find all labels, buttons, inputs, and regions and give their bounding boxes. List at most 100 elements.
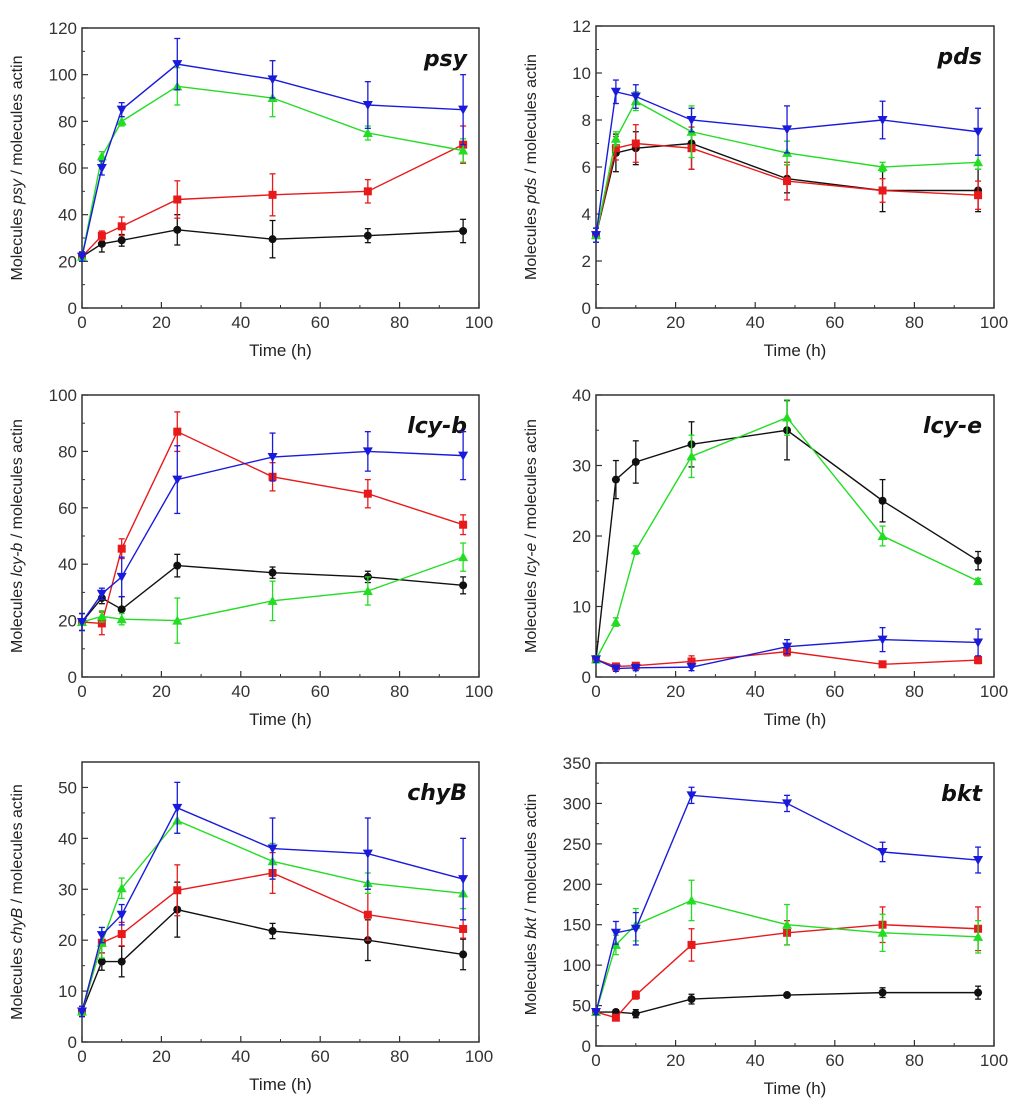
data-point [610, 664, 621, 674]
x-tick-label: 20 [666, 1051, 685, 1070]
series-blue [591, 79, 984, 243]
y-tick-label: 0 [582, 1037, 591, 1056]
data-point [97, 231, 106, 240]
data-point [687, 995, 696, 1004]
y-axis-label: Molecules lcy-e / molecules actin [523, 419, 540, 653]
y-tick-label: 100 [49, 386, 77, 405]
data-point [117, 605, 126, 614]
y-tick-label: 0 [582, 299, 591, 318]
x-tick-label: 80 [390, 313, 409, 332]
data-point [458, 552, 469, 562]
data-point [686, 791, 697, 801]
data-point [267, 453, 278, 463]
y-tick-label: 6 [582, 158, 591, 177]
y-axis-label-part: Molecules [9, 576, 26, 652]
data-point [363, 489, 372, 498]
data-point [97, 957, 106, 966]
series-green [591, 399, 984, 664]
data-point [782, 125, 793, 135]
y-axis-label-part: / molecules actin [9, 56, 26, 180]
y-tick-label: 100 [49, 66, 77, 85]
x-tick-label: 60 [825, 1051, 844, 1070]
panel-title: psy [423, 47, 469, 72]
data-point [173, 195, 182, 204]
series-line [595, 429, 979, 660]
y-axis-gene-name: lcy-b [9, 543, 26, 577]
data-point [116, 116, 127, 126]
x-tick-label: 100 [465, 682, 493, 701]
data-point [116, 572, 127, 582]
y-axis-label: Molecules psy / molecules actin [9, 56, 26, 281]
y-tick-label: 80 [58, 442, 77, 461]
data-point [77, 1007, 87, 1017]
data-point [610, 87, 621, 97]
data-point [459, 227, 468, 235]
x-tick-label: 100 [980, 313, 1008, 332]
series-blue [77, 781, 469, 1018]
y-axis-gene-name: pds [523, 178, 540, 205]
x-tick-label: 60 [311, 313, 330, 332]
y-tick-label: 10 [58, 982, 77, 1001]
data-point [973, 856, 984, 866]
data-point [591, 655, 601, 665]
data-point [116, 910, 127, 920]
data-point [362, 128, 373, 137]
data-point [687, 940, 696, 949]
data-point [117, 544, 126, 553]
y-tick-label: 30 [572, 457, 591, 476]
data-point [267, 595, 278, 605]
panel-title: chyB [407, 781, 467, 806]
x-tick-label: 60 [825, 682, 844, 701]
series-blue [591, 627, 984, 674]
data-point [459, 520, 468, 529]
x-axis-label: Time (h) [764, 710, 827, 729]
y-axis-gene-name: psy [9, 178, 26, 205]
data-point [877, 927, 888, 937]
y-tick-label: 20 [58, 931, 77, 950]
y-tick-label: 40 [572, 386, 591, 405]
data-point [877, 531, 888, 540]
x-tick-label: 60 [825, 313, 844, 332]
y-tick-label: 80 [58, 112, 77, 131]
x-tick-label: 0 [591, 313, 600, 332]
x-tick-label: 60 [311, 682, 330, 701]
data-point [267, 844, 278, 854]
data-point [591, 231, 601, 241]
y-tick-label: 60 [58, 499, 77, 518]
y-tick-label: 2 [582, 252, 591, 271]
panel-title: lcy-b [407, 414, 467, 439]
x-tick-label: 0 [77, 1047, 86, 1066]
data-point [173, 886, 182, 895]
data-point [172, 615, 183, 625]
series-black [78, 214, 468, 262]
data-point [630, 663, 641, 673]
data-point [877, 635, 888, 645]
data-point [458, 451, 469, 461]
data-point [117, 222, 126, 231]
x-tick-label: 40 [746, 682, 765, 701]
y-tick-label: 8 [582, 111, 591, 130]
data-point [77, 252, 87, 262]
series-blue [77, 431, 469, 632]
data-point [268, 568, 277, 577]
x-tick-label: 20 [152, 1047, 171, 1066]
y-axis-label: Molecules pds / molecules actin [523, 54, 540, 280]
panel-lcy-e: 0 20 40 60 80 100 0 10 20 30 40 Time (h) Molecules l… [523, 386, 1008, 729]
plot-frame [595, 762, 995, 1047]
data-point [362, 585, 373, 595]
x-axis-label: Time (h) [764, 341, 827, 360]
x-tick-label: 20 [152, 313, 171, 332]
series-blue [77, 37, 469, 262]
data-point [686, 663, 697, 673]
x-axis-label: Time (h) [249, 1075, 312, 1094]
data-point [783, 991, 792, 1000]
y-axis-label: Molecules chyB / molecules actin [9, 784, 26, 1020]
data-point [458, 105, 469, 115]
data-point [973, 931, 984, 941]
panel-pds: 0 20 40 60 80 100 0 2 4 6 8 10 12 Time (h) Molecules p… [523, 17, 1008, 360]
data-point [117, 236, 126, 245]
x-tick-label: 20 [152, 682, 171, 701]
y-axis-label-part: / molecules actin [523, 794, 540, 918]
y-tick-label: 60 [58, 159, 77, 178]
data-point [782, 799, 793, 809]
